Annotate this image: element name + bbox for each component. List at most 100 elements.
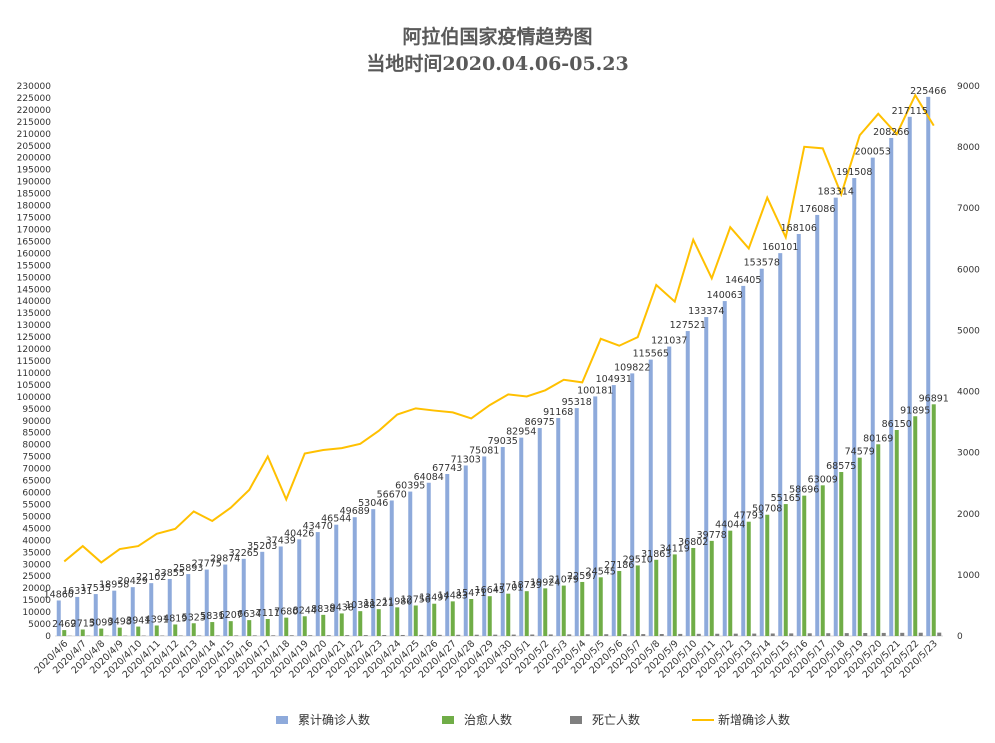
bar-deaths [289,635,294,636]
data-label-recovered: 3941 [126,616,150,627]
bar-recovered [154,625,159,636]
bar-cumulative [537,428,542,636]
data-label-recovered: 12756 [401,594,431,605]
line-new-cases [63,93,935,564]
y-tick-label: 35000 [22,548,51,558]
bar-cumulative [463,465,468,636]
data-label-recovered: 18739 [512,580,542,591]
data-label-recovered: 6634 [237,609,261,620]
data-label-recovered: 11980 [382,596,412,607]
data-label-recovered: 39778 [697,530,727,541]
bar-recovered [876,444,881,636]
bar-recovered [913,416,918,636]
data-label-cumulative: 43470 [303,521,333,532]
bar-cumulative [482,456,487,636]
y-tick-label: 50000 [22,512,51,522]
bar-deaths [363,635,368,636]
data-label-recovered: 96891 [919,393,949,404]
bar-deaths [733,633,738,636]
bar-cumulative [167,578,172,636]
y2-tick-label: 2000 [957,510,980,520]
bar-cumulative [426,482,431,636]
data-label-cumulative: 35203 [247,541,277,552]
data-label-cumulative: 20429 [118,576,148,587]
bar-cumulative [112,590,117,636]
data-label-recovered: 24545 [586,566,616,577]
data-label-recovered: 36802 [678,537,708,548]
data-label-recovered: 4819 [163,613,187,624]
y-tick-label: 185000 [17,190,52,200]
data-label-cumulative: 27775 [192,559,222,570]
y-tick-label: 60000 [22,489,51,499]
bar-cumulative [260,551,265,636]
bar-recovered [746,521,751,636]
bar-cumulative [556,417,561,636]
bar-recovered [691,547,696,636]
bar-recovered [376,609,381,636]
bar-cumulative [519,437,524,636]
data-label-cumulative: 91168 [543,407,573,418]
data-label-cumulative: 75081 [469,445,499,456]
bar-deaths [197,635,202,636]
data-label-recovered: 34119 [660,543,690,554]
chart-title: 阿拉伯国家疫情趋势图 [402,26,593,48]
data-label-recovered: 19924 [530,577,560,588]
data-label-cumulative: 146405 [725,275,761,286]
bar-recovered [284,617,289,636]
data-label-recovered: 3099 [89,618,113,629]
legend-swatch [276,716,288,724]
data-label-recovered: 55165 [771,493,801,504]
bar-cumulative [56,600,61,636]
data-label-recovered: 5831 [200,611,224,622]
bar-cumulative [926,96,931,637]
bar-cumulative [833,197,838,636]
data-label-recovered: 50708 [752,504,782,515]
bar-cumulative [722,301,727,636]
bar-recovered [635,565,640,636]
bar-recovered [117,627,122,636]
data-label-recovered: 7680 [274,607,298,618]
y-tick-label: 140000 [17,297,52,307]
data-label-cumulative: 82954 [506,427,536,438]
y2-tick-label: 4000 [957,388,980,398]
bar-cumulative [389,500,394,636]
data-label-cumulative: 18958 [99,580,129,591]
data-label-cumulative: 200053 [855,147,891,158]
data-label-cumulative: 60395 [395,481,425,492]
data-label-recovered: 3498 [108,617,132,628]
bar-recovered [99,628,104,636]
bar-deaths [844,633,849,636]
y-tick-label: 220000 [17,106,52,116]
bar-deaths [641,634,646,636]
data-label-recovered: 58696 [789,485,819,496]
bar-cumulative [352,517,357,636]
bar-deaths [881,632,886,636]
bar-cumulative [241,558,246,636]
y-tick-label: 215000 [17,118,52,128]
bar-recovered [302,616,307,636]
bar-cumulative [630,373,635,636]
bar-deaths [696,633,701,636]
data-label-cumulative: 32265 [229,548,259,559]
bar-recovered [62,630,67,636]
data-label-recovered: 86150 [882,419,912,430]
y-tick-label: 85000 [22,429,51,439]
bar-cumulative [778,253,783,636]
bar-recovered [709,540,714,636]
data-label-recovered: 8244 [293,605,317,616]
data-label-cumulative: 160101 [762,242,798,253]
data-label-recovered: 2469 [52,619,76,630]
bar-recovered [265,618,270,636]
bar-recovered [450,601,455,636]
bar-recovered [802,495,807,636]
bar-recovered [173,624,178,636]
bar-deaths [826,633,831,636]
data-label-cumulative: 56670 [377,489,407,500]
bar-deaths [678,633,683,636]
data-label-recovered: 47793 [734,511,764,522]
bar-deaths [437,634,442,636]
bar-cumulative [611,385,616,636]
bar-cumulative [223,564,228,636]
bar-deaths [530,634,535,636]
